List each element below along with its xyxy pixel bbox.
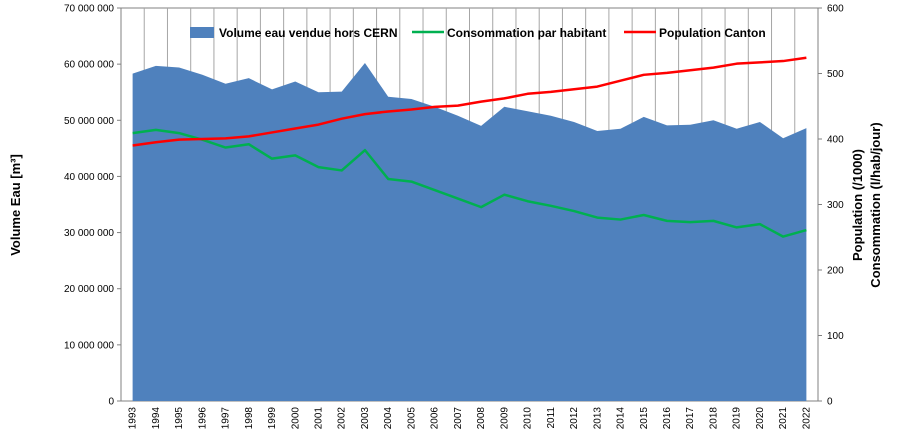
legend-swatch-volume — [190, 27, 214, 38]
right-axis-title-line2: Consommation (l/hab/jour) — [868, 122, 883, 287]
x-tick-label: 2001 — [313, 407, 324, 430]
legend-label-volume: Volume eau vendue hors CERN — [219, 26, 397, 40]
right-tick-label: 500 — [827, 69, 844, 80]
left-tick-label: 70 000 000 — [64, 4, 114, 15]
left-tick-label: 0 — [108, 397, 114, 408]
x-tick-label: 2007 — [453, 407, 464, 430]
x-tick-label: 2022 — [801, 407, 812, 430]
x-tick-label: 2009 — [499, 407, 510, 430]
right-tick-label: 0 — [827, 397, 833, 408]
left-tick-label: 30 000 000 — [64, 228, 114, 239]
x-tick-label: 2004 — [383, 407, 394, 430]
right-tick-label: 100 — [827, 331, 844, 342]
left-axis: 0 10 000 000 20 000 000 30 000 000 40 000 00… — [64, 4, 121, 408]
x-tick-label: 2011 — [546, 407, 557, 429]
left-tick-label: 50 000 000 — [64, 116, 114, 127]
series-line-population — [132, 56, 807, 147]
area-layer — [132, 63, 807, 402]
x-tick-label: 2018 — [708, 407, 719, 430]
left-axis-title: Volume Eau [m³] — [8, 154, 23, 256]
right-axis: 0 100 200 300 400 500 600 — [818, 4, 844, 408]
x-tick-label: 1999 — [267, 407, 278, 430]
left-tick-label: 60 000 000 — [64, 60, 114, 71]
right-tick-label: 400 — [827, 135, 844, 146]
x-tick-label: 2005 — [406, 407, 417, 430]
x-tick-label: 2003 — [360, 407, 371, 430]
x-tick-label: 2020 — [755, 407, 766, 430]
x-tick-label: 1996 — [197, 407, 208, 430]
x-tick-label: 2017 — [685, 407, 696, 430]
left-tick-label: 40 000 000 — [64, 172, 114, 183]
x-tick-label: 2012 — [569, 407, 580, 430]
x-tick-label: 2013 — [592, 407, 603, 430]
x-tick-label: 2019 — [732, 407, 743, 430]
legend: Volume eau vendue hors CERN Consommation… — [190, 26, 766, 40]
x-tick-label: 2006 — [430, 407, 441, 430]
x-tick-label: 2000 — [290, 407, 301, 430]
x-tick-label: 2002 — [337, 407, 348, 430]
x-tick-label: 1995 — [174, 407, 185, 430]
series-area-volume — [132, 63, 807, 402]
right-tick-label: 200 — [827, 266, 844, 277]
legend-item-volume: Volume eau vendue hors CERN — [190, 26, 397, 40]
left-tick-label: 10 000 000 — [64, 340, 114, 351]
legend-label-population: Population Canton — [659, 26, 766, 40]
legend-label-consommation: Consommation par habitant — [447, 26, 606, 40]
left-tick-label: 20 000 000 — [64, 284, 114, 295]
x-tick-label: 1994 — [151, 407, 162, 430]
x-tick-label: 2014 — [616, 407, 627, 430]
right-tick-label: 600 — [827, 4, 844, 15]
x-tick-label: 2021 — [778, 407, 789, 430]
x-tick-label: 2010 — [523, 407, 534, 430]
legend-item-population: Population Canton — [624, 26, 766, 40]
x-tick-label: 2015 — [639, 407, 650, 430]
right-tick-label: 300 — [827, 200, 844, 211]
x-axis: 1993 1994 1995 1996 1997 1998 1999 2000 2001 2002… — [128, 407, 813, 430]
x-tick-label: 1998 — [244, 407, 255, 430]
x-tick-label: 1993 — [128, 407, 139, 430]
legend-item-consommation: Consommation par habitant — [412, 26, 606, 40]
right-axis-title-line1: Population (/1000) — [850, 149, 865, 261]
x-tick-label: 1997 — [221, 407, 232, 430]
x-tick-label: 2008 — [476, 407, 487, 430]
line-layer — [132, 56, 807, 238]
series-line-consommation — [132, 128, 807, 238]
x-tick-label: 2016 — [662, 407, 673, 430]
